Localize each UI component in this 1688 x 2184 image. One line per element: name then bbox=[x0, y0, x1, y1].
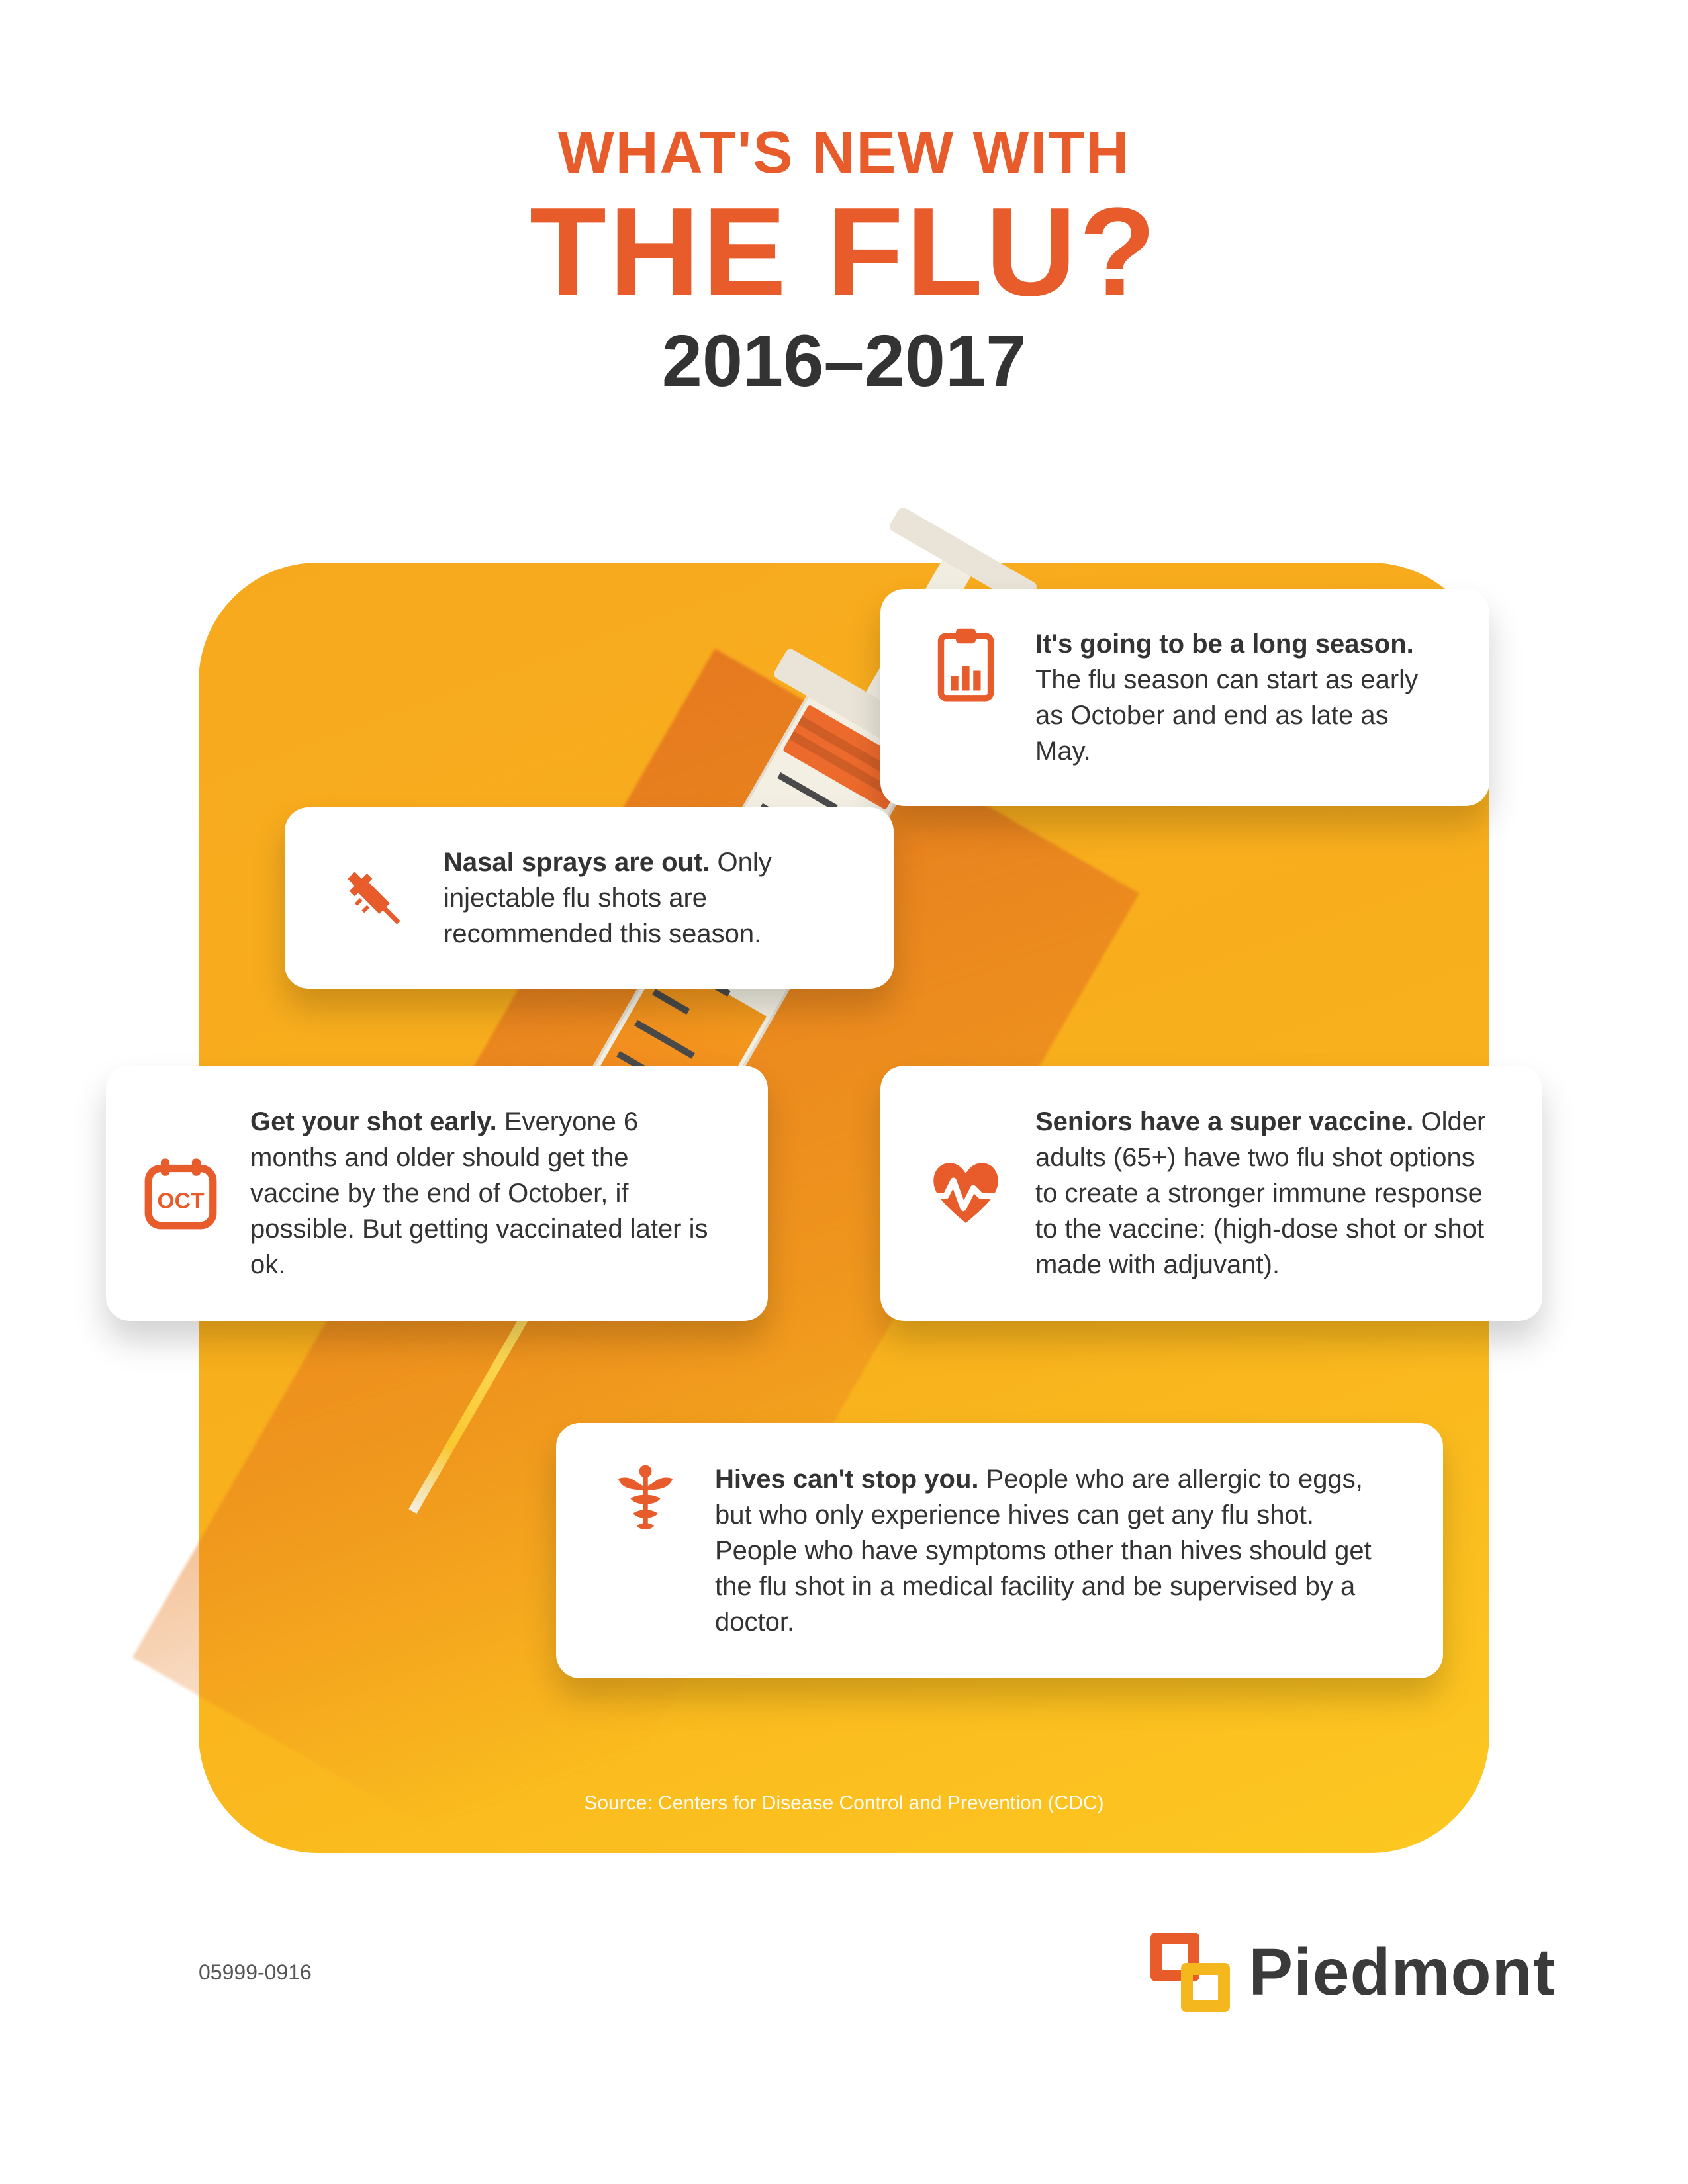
brand-name: Piedmont bbox=[1248, 1934, 1556, 2011]
brand: Piedmont bbox=[1150, 1933, 1556, 2012]
callout-title: It's going to be a long season. bbox=[1035, 629, 1414, 659]
page-footer: 05999-0916 Piedmont bbox=[199, 1933, 1556, 2012]
calendar-icon-label: OCT bbox=[157, 1189, 205, 1214]
callout-long-season: It's going to be a long season. The flu … bbox=[880, 589, 1489, 806]
syringe-icon bbox=[331, 858, 417, 938]
brand-logo-icon bbox=[1150, 1933, 1230, 2012]
callout-title: Seniors have a super vaccine. bbox=[1035, 1107, 1413, 1136]
callout-seniors: Seniors have a super vaccine. Older adul… bbox=[880, 1066, 1542, 1321]
title-year: 2016–2017 bbox=[0, 319, 1688, 403]
callout-title: Get your shot early. bbox=[250, 1107, 497, 1136]
heart-pulse-icon bbox=[923, 1154, 1009, 1233]
calendar-icon: OCT bbox=[138, 1154, 224, 1233]
callout-nasal-sprays: Nasal sprays are out. Only injectable fl… bbox=[285, 807, 894, 989]
title-line-1: WHAT'S NEW WITH bbox=[0, 119, 1688, 187]
main-card: It's going to be a long season. The flu … bbox=[199, 563, 1489, 1853]
title-line-2: THE FLU? bbox=[0, 193, 1688, 312]
callout-shot-early: OCT Get your shot early. Everyone 6 mont… bbox=[106, 1066, 768, 1321]
clipboard-chart-icon bbox=[923, 626, 1009, 705]
callout-title: Hives can't stop you. bbox=[715, 1465, 979, 1494]
callout-body: The flu season can start as early as Oct… bbox=[1035, 665, 1418, 766]
callout-title: Nasal sprays are out. bbox=[444, 848, 710, 877]
page-header: WHAT'S NEW WITH THE FLU? 2016–2017 bbox=[0, 0, 1688, 403]
source-text: Source: Centers for Disease Control and … bbox=[199, 1792, 1489, 1815]
callout-hives: Hives can't stop you. People who are all… bbox=[556, 1423, 1443, 1678]
caduceus-icon bbox=[602, 1461, 688, 1541]
document-number: 05999-0916 bbox=[199, 1960, 312, 1985]
